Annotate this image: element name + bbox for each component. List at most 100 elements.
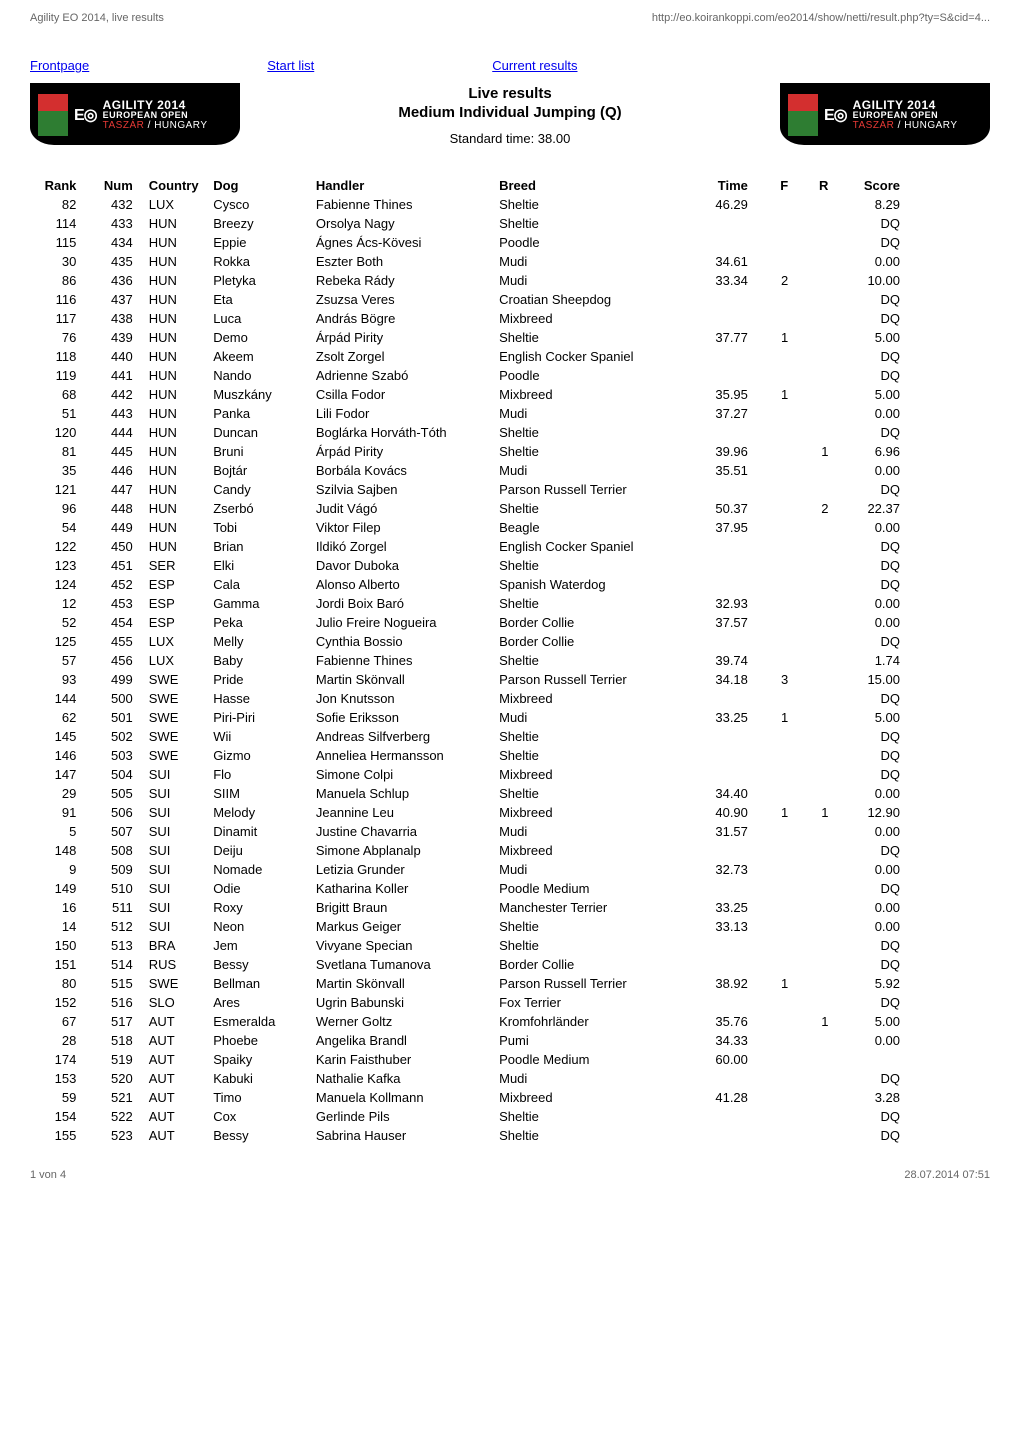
cell-time: 34.40 [686,784,757,803]
cell-dog: Spaiky [207,1050,310,1069]
cell-dog: Gizmo [207,746,310,765]
cell-time: 35.95 [686,385,757,404]
cell-country: RUS [143,955,207,974]
cell-score: 22.37 [838,499,910,518]
cell-time: 37.57 [686,613,757,632]
cell-country: SUI [143,898,207,917]
cell-breed: Sheltie [493,195,686,214]
cell-score: 5.00 [838,1012,910,1031]
center-block: Live results Medium Individual Jumping (… [240,83,780,146]
cell-breed: Sheltie [493,746,686,765]
cell-rank: 154 [30,1107,86,1126]
cell-time [686,1107,757,1126]
cell-time [686,575,757,594]
table-row: 154522AUTCoxGerlinde PilsSheltieDQ [30,1107,910,1126]
cell-dog: Esmeralda [207,1012,310,1031]
cell-r [798,461,838,480]
th-handler: Handler [310,176,493,195]
th-breed: Breed [493,176,686,195]
cell-f [758,290,798,309]
cell-time: 37.27 [686,404,757,423]
cell-rank: 146 [30,746,86,765]
cell-num: 435 [86,252,142,271]
cell-r: 1 [798,803,838,822]
cell-dog: Peka [207,613,310,632]
cell-time [686,689,757,708]
cell-handler: Ildikó Zorgel [310,537,493,556]
cell-score: 3.28 [838,1088,910,1107]
cell-country: HUN [143,271,207,290]
table-row: 118440HUNAkeemZsolt ZorgelEnglish Cocker… [30,347,910,366]
cell-num: 518 [86,1031,142,1050]
cell-score: DQ [838,879,910,898]
th-country: Country [143,176,207,195]
flag-icon [788,94,818,136]
cell-rank: 54 [30,518,86,537]
cell-r [798,822,838,841]
currentresults-link[interactable]: Current results [492,58,577,73]
cell-f [758,879,798,898]
startlist-link[interactable]: Start list [267,58,314,73]
cell-rank: 68 [30,385,86,404]
cell-score: 12.90 [838,803,910,822]
cell-breed: Sheltie [493,499,686,518]
cell-time [686,290,757,309]
cell-dog: Elki [207,556,310,575]
cell-breed: Mixbreed [493,309,686,328]
cell-r [798,214,838,233]
cell-country: AUT [143,1012,207,1031]
cell-r [798,955,838,974]
logo-loc: TASZÁR / HUNGARY [853,121,958,132]
cell-dog: Eppie [207,233,310,252]
table-row: 155523AUTBessySabrina HauserSheltieDQ [30,1126,910,1145]
cell-score: DQ [838,689,910,708]
cell-f [758,955,798,974]
cell-dog: SIIM [207,784,310,803]
cell-score: DQ [838,537,910,556]
cell-num: 448 [86,499,142,518]
cell-handler: Orsolya Nagy [310,214,493,233]
cell-time [686,727,757,746]
cell-r [798,765,838,784]
cell-time: 41.28 [686,1088,757,1107]
cell-country: AUT [143,1126,207,1145]
cell-f [758,613,798,632]
cell-num: 500 [86,689,142,708]
cell-rank: 59 [30,1088,86,1107]
cell-num: 507 [86,822,142,841]
cell-country: HUN [143,499,207,518]
center-title: Live results [240,85,780,102]
cell-num: 454 [86,613,142,632]
cell-breed: Sheltie [493,784,686,803]
table-body: 82432LUXCyscoFabienne ThinesSheltie46.29… [30,195,910,1145]
cell-dog: Gamma [207,594,310,613]
cell-rank: 80 [30,974,86,993]
cell-dog: Luca [207,309,310,328]
cell-country: BRA [143,936,207,955]
cell-breed: Poodle Medium [493,879,686,898]
cell-rank: 96 [30,499,86,518]
table-row: 9509SUINomadeLetizia GrunderMudi32.730.0… [30,860,910,879]
cell-r [798,423,838,442]
cell-time [686,309,757,328]
table-row: 54449HUNTobiViktor FilepBeagle37.950.00 [30,518,910,537]
cell-breed: Border Collie [493,632,686,651]
cell-rank: 14 [30,917,86,936]
cell-dog: Deiju [207,841,310,860]
cell-num: 456 [86,651,142,670]
cell-country: AUT [143,1069,207,1088]
cell-time: 35.51 [686,461,757,480]
cell-rank: 145 [30,727,86,746]
cell-score: 0.00 [838,404,910,423]
cell-f: 3 [758,670,798,689]
cell-num: 444 [86,423,142,442]
cell-time [686,537,757,556]
cell-f [758,442,798,461]
page-header: Agility EO 2014, live results http://eo.… [30,12,990,24]
header-band: E◎ AGILITY 2014 EUROPEAN OPEN TASZÁR / H… [30,83,990,146]
frontpage-link[interactable]: Frontpage [30,58,89,73]
cell-breed: Sheltie [493,1107,686,1126]
table-row: 144500SWEHasseJon KnutssonMixbreedDQ [30,689,910,708]
cell-country: HUN [143,309,207,328]
table-row: 116437HUNEtaZsuzsa VeresCroatian Sheepdo… [30,290,910,309]
